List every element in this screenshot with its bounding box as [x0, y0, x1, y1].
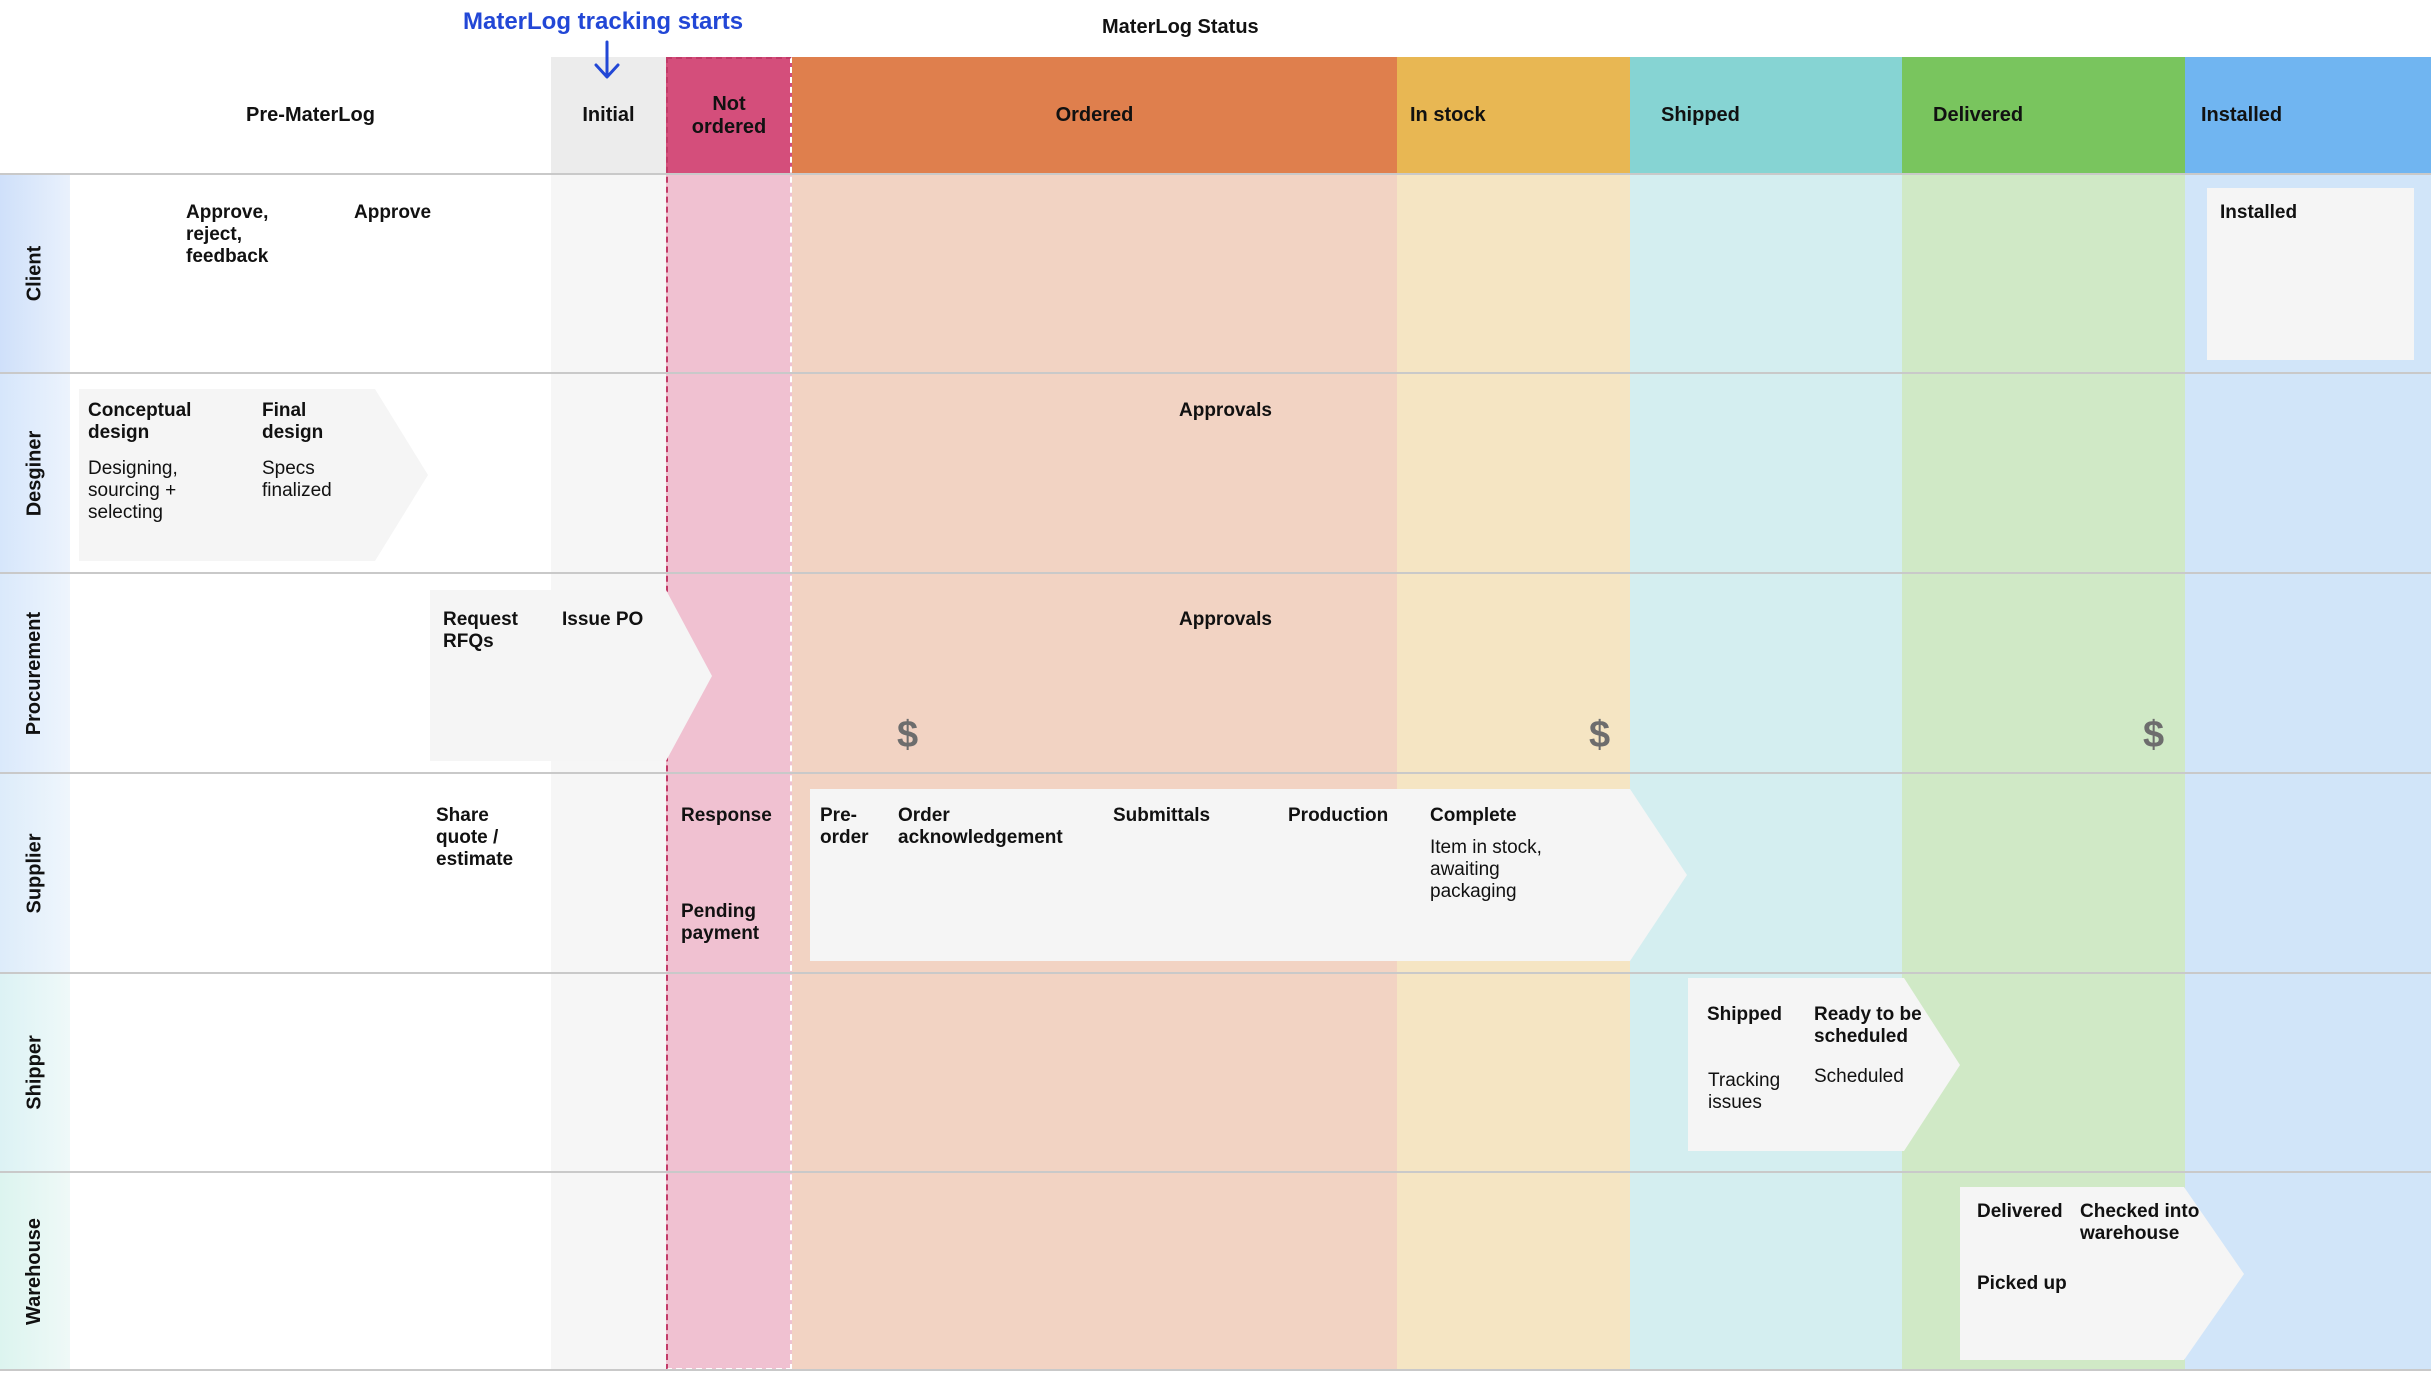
supplier-complete-sub: Item in stock, awaiting packaging — [1430, 837, 1542, 902]
supplier-production: Production — [1288, 805, 1389, 826]
client-installed: Installed — [2220, 202, 2298, 223]
header-label: Initial — [582, 104, 635, 126]
supplier-complete: Complete — [1430, 805, 1517, 826]
designer-final-sub: Specs finalized — [262, 458, 332, 501]
lane-label-supplier: Supplier — [0, 774, 70, 972]
column-ordered — [792, 57, 1397, 1370]
procurement-step-arrow — [430, 590, 712, 761]
supplier-share-quote: Share quote / estimate — [436, 805, 514, 870]
header-label: Delivered — [1933, 104, 2024, 126]
header-not-ordered: Not ordered — [666, 57, 792, 174]
designer-final-title: Final design — [262, 400, 324, 443]
lane-separator — [0, 1369, 2431, 1371]
header-label: Pre-MaterLog — [246, 104, 375, 126]
payment-dollar-icon: $ — [2143, 714, 2165, 756]
shipper-shipped-sub: Tracking issues — [1708, 1070, 1781, 1113]
header-delivered: Delivered — [1902, 57, 2185, 174]
client-approve-reject-feedback: Approve, reject, feedback — [186, 202, 269, 267]
warehouse-checked-in: Checked into warehouse — [2080, 1201, 2200, 1244]
warehouse-step-arrow — [1960, 1187, 2244, 1360]
lane-separator — [0, 1171, 2431, 1173]
header-shipped: Shipped — [1630, 57, 1902, 174]
header-in-stock: In stock — [1397, 57, 1630, 174]
column-delivered — [1902, 57, 2185, 1370]
payment-dollar-icon: $ — [1589, 714, 1611, 756]
header-label: Ordered — [1055, 104, 1134, 126]
procurement-issue-po: Issue PO — [562, 609, 644, 630]
lane-separator — [0, 572, 2431, 574]
tracking-start-arrow-icon — [594, 40, 620, 79]
supplier-pending-payment: Pending payment — [681, 901, 760, 944]
shipper-shipped: Shipped — [1707, 1004, 1782, 1025]
header-label: Shipped — [1661, 104, 1740, 126]
header-label: Not ordered — [691, 92, 767, 138]
designer-approvals: Approvals — [1179, 400, 1272, 421]
warehouse-picked-up: Picked up — [1977, 1273, 2067, 1294]
shipper-ready-sub: Scheduled — [1814, 1066, 1904, 1087]
client-approve: Approve — [354, 202, 432, 223]
header-label: Installed — [2201, 104, 2283, 126]
lane-separator — [0, 372, 2431, 374]
lane-label-client: Client — [0, 175, 70, 372]
column-in-stock — [1397, 57, 1630, 1370]
shipper-step-arrow — [1688, 978, 1960, 1151]
supplier-response: Response — [681, 805, 772, 826]
supplier-order-ack: Order acknowledgement — [898, 805, 1063, 848]
lane-separator — [0, 772, 2431, 774]
column-shipped — [1630, 57, 1902, 1370]
supplier-submittals: Submittals — [1113, 805, 1211, 826]
designer-conceptual-title: Conceptual design — [88, 400, 192, 443]
status-title: MaterLog Status — [1102, 16, 1259, 38]
header-installed: Installed — [2185, 57, 2431, 174]
header-label: In stock — [1410, 104, 1486, 126]
lane-label-shipper: Shipper — [0, 974, 70, 1171]
designer-step-arrow — [79, 389, 428, 561]
lane-label-designer: Desginer — [0, 374, 70, 572]
procurement-approvals: Approvals — [1179, 609, 1272, 630]
header-ordered: Ordered — [792, 57, 1397, 174]
warehouse-delivered: Delivered — [1977, 1201, 2063, 1222]
lane-separator — [0, 173, 2431, 175]
designer-conceptual-sub: Designing, sourcing + selecting — [88, 458, 178, 523]
tracking-start-note: MaterLog tracking starts — [463, 8, 744, 35]
header-pre-materlog: Pre-MaterLog — [0, 57, 551, 174]
supplier-step-arrow — [810, 789, 1687, 961]
procurement-request-rfqs: Request RFQs — [443, 609, 518, 652]
payment-dollar-icon: $ — [897, 714, 919, 756]
shipper-ready: Ready to be scheduled — [1814, 1004, 1922, 1047]
supplier-pre-order: Pre- order — [820, 805, 869, 848]
header-initial: Initial — [551, 57, 666, 174]
lane-label-procurement: Procurement — [0, 574, 70, 772]
lane-separator — [0, 972, 2431, 974]
client-installed-card — [2207, 188, 2414, 360]
lane-label-warehouse: Warehouse — [0, 1173, 70, 1369]
